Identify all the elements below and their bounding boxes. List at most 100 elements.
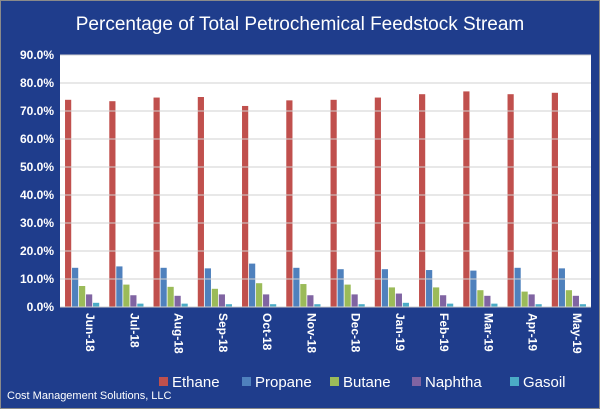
legend-swatch-propane <box>242 377 251 386</box>
bar-ethane <box>463 91 470 308</box>
y-tick-label: 90.0% <box>20 48 54 62</box>
x-axis-ticks: Jun-18 Jul-18 Aug-18 Sep-18 Oct-18 Nov-18 Dec-… <box>83 313 584 354</box>
legend-swatch-ethane <box>159 377 168 386</box>
bar-propane <box>293 267 300 307</box>
legend-label-propane: Propane <box>255 374 312 391</box>
y-tick-label: 50.0% <box>20 160 54 174</box>
bar-butane <box>256 283 263 307</box>
bar-ethane <box>551 92 558 307</box>
source-note: Cost Management Solutions, LLC <box>7 390 172 402</box>
bar-ethane <box>197 97 204 307</box>
x-tick-label: Jun-18 <box>83 313 97 352</box>
bar-naphtha <box>130 295 137 307</box>
bar-gasoil <box>93 302 100 307</box>
bar-butane <box>521 291 528 307</box>
bar-ethane <box>242 105 249 308</box>
bar-propane <box>337 269 344 307</box>
legend-swatch-naphtha <box>412 377 421 386</box>
plot-area <box>60 55 591 307</box>
x-tick-label: Jan-19 <box>393 313 407 351</box>
bar-butane <box>433 287 440 307</box>
x-tick-label: Feb-19 <box>437 313 451 352</box>
legend: Ethane Propane Butane Naphtha Gasoil <box>159 374 566 391</box>
bar-butane <box>211 288 218 307</box>
legend-label-ethane: Ethane <box>172 374 220 391</box>
bar-gasoil <box>447 303 454 307</box>
y-tick-label: 0.0% <box>27 300 55 314</box>
y-tick-label: 10.0% <box>20 272 54 286</box>
y-tick-label: 60.0% <box>20 132 54 146</box>
x-tick-label: Mar-19 <box>481 313 495 352</box>
bar-propane <box>381 269 388 307</box>
bar-propane <box>426 270 433 307</box>
bar-butane <box>565 290 572 307</box>
bar-gasoil <box>491 303 498 307</box>
y-tick-label: 30.0% <box>20 216 54 230</box>
x-tick-label: May-19 <box>570 313 584 354</box>
bar-butane <box>344 284 351 307</box>
y-tick-label: 40.0% <box>20 188 54 202</box>
bar-propane <box>160 267 167 307</box>
chart-title: Percentage of Total Petrochemical Feedst… <box>76 14 525 35</box>
bar-gasoil <box>225 304 232 307</box>
bar-gasoil <box>314 304 321 307</box>
bar-naphtha <box>263 294 270 307</box>
bar-naphtha <box>86 294 93 307</box>
bar-ethane <box>419 94 426 307</box>
bar-naphtha <box>572 295 579 307</box>
bar-naphtha <box>307 295 314 307</box>
y-tick-label: 70.0% <box>20 104 54 118</box>
bar-gasoil <box>579 304 586 307</box>
bar-ethane <box>374 97 381 307</box>
bar-gasoil <box>270 304 277 307</box>
bar-butane <box>300 284 307 307</box>
bar-ethane <box>65 99 72 307</box>
bar-propane <box>204 268 211 307</box>
bar-naphtha <box>484 295 491 307</box>
x-tick-label: Sep-18 <box>216 313 230 353</box>
bar-propane <box>116 266 123 307</box>
legend-swatch-butane <box>330 377 339 386</box>
bar-ethane <box>153 97 160 307</box>
bar-butane <box>79 286 86 307</box>
bar-ethane <box>330 99 337 307</box>
x-tick-label: Dec-18 <box>349 313 363 353</box>
bar-propane <box>514 267 521 307</box>
bar-butane <box>123 284 130 307</box>
bar-naphtha <box>440 295 447 307</box>
bar-ethane <box>286 100 293 307</box>
y-tick-label: 20.0% <box>20 244 54 258</box>
bar-propane <box>249 263 256 307</box>
y-axis-ticks: 0.0% 10.0% 20.0% 30.0% 40.0% 50.0% 60.0% 70.0% 8… <box>20 48 591 314</box>
bar-naphtha <box>218 294 225 307</box>
x-tick-label: Jul-18 <box>127 313 141 348</box>
bar-gasoil <box>181 303 188 307</box>
bar-gasoil <box>402 302 409 307</box>
legend-label-butane: Butane <box>343 374 391 391</box>
bar-propane <box>72 267 79 307</box>
bar-naphtha <box>528 294 535 307</box>
bar-naphtha <box>395 293 402 307</box>
bar-gasoil <box>137 303 144 307</box>
x-tick-label: Oct-18 <box>260 313 274 351</box>
legend-label-naphtha: Naphtha <box>425 374 482 391</box>
bar-ethane <box>507 94 514 307</box>
bar-butane <box>167 286 174 307</box>
bar-naphtha <box>351 294 358 307</box>
legend-label-gasoil: Gasoil <box>523 374 566 391</box>
legend-swatch-gasoil <box>510 377 519 386</box>
x-tick-label: Nov-18 <box>304 313 318 353</box>
bar-ethane <box>109 101 116 307</box>
bar-propane <box>470 270 477 307</box>
bars-group <box>65 91 586 308</box>
bar-naphtha <box>174 295 181 307</box>
bar-propane <box>558 268 565 307</box>
bar-gasoil <box>535 304 542 307</box>
x-tick-label: Aug-18 <box>172 313 186 354</box>
y-tick-label: 80.0% <box>20 76 54 90</box>
bar-butane <box>388 287 395 307</box>
bar-butane <box>477 290 484 307</box>
bar-gasoil <box>358 304 365 307</box>
